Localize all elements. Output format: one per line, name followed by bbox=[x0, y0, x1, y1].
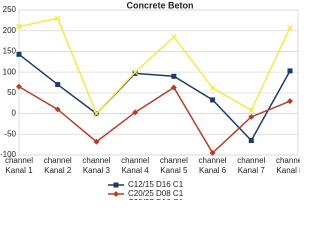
y-tick-label: -100 bbox=[0, 150, 17, 159]
chart-title: Concrete Beton bbox=[126, 0, 193, 10]
y-tick-label: 0 bbox=[12, 109, 17, 118]
x-tick-label: Kanal 7 bbox=[238, 166, 266, 175]
data-point bbox=[16, 51, 22, 57]
y-tick-label: 150 bbox=[3, 47, 17, 56]
data-point bbox=[132, 69, 139, 76]
y-tick-label: 200 bbox=[3, 26, 17, 35]
series-line bbox=[18, 53, 291, 142]
data-point bbox=[16, 83, 22, 90]
x-tick-label: channel bbox=[237, 156, 265, 165]
y-tick-label: 250 bbox=[3, 5, 17, 14]
data-point bbox=[132, 109, 139, 116]
legend-label: C30/37 D16 C1 bbox=[128, 198, 184, 200]
data-point bbox=[170, 33, 177, 40]
x-tick-label: Kanal 6 bbox=[199, 166, 227, 175]
x-tick-label: channel bbox=[44, 156, 72, 165]
x-tick-label: Kanal 2 bbox=[44, 166, 72, 175]
data-point bbox=[55, 82, 61, 88]
legend-marker bbox=[113, 191, 119, 197]
y-tick-label: 50 bbox=[7, 88, 16, 97]
data-point bbox=[171, 73, 177, 79]
x-tick-label: Kanal 4 bbox=[122, 166, 150, 175]
y-tick-label: -50 bbox=[4, 129, 16, 138]
x-tick-label: Kanal 8 bbox=[276, 166, 300, 175]
y-tick-label: 100 bbox=[3, 67, 17, 76]
data-point bbox=[132, 70, 138, 76]
data-point bbox=[248, 113, 255, 120]
plot-area bbox=[18, 9, 299, 156]
x-tick-label: channel bbox=[82, 156, 110, 165]
legend-label: C12/15 D16 C1 bbox=[128, 180, 184, 189]
data-point bbox=[54, 15, 61, 22]
data-point bbox=[287, 24, 293, 31]
legend-marker bbox=[113, 182, 119, 188]
x-tick-label: Kanal 5 bbox=[160, 166, 188, 175]
data-point bbox=[93, 138, 100, 145]
x-tick-label: Kanal 3 bbox=[83, 166, 111, 175]
chart: Concrete Beton -100 -50 0 50 100 150 200 250 cha… bbox=[0, 0, 300, 200]
data-point bbox=[209, 84, 216, 91]
x-tick-label: channel bbox=[199, 156, 227, 165]
series-line bbox=[18, 85, 291, 155]
data-point bbox=[287, 68, 293, 74]
data-point bbox=[170, 84, 177, 91]
data-point bbox=[209, 149, 216, 156]
series-line bbox=[18, 17, 291, 115]
x-tick-label: Kanal 1 bbox=[5, 166, 33, 175]
data-point bbox=[287, 98, 293, 105]
data-point bbox=[248, 107, 255, 114]
data-point bbox=[54, 106, 61, 113]
data-point bbox=[93, 110, 100, 117]
x-tick-label: channel bbox=[121, 156, 149, 165]
data-point bbox=[210, 97, 216, 103]
x-tick-label: channel bbox=[5, 156, 33, 165]
data-point bbox=[16, 23, 22, 30]
data-point bbox=[248, 138, 254, 143]
x-tick-label: channel bbox=[276, 156, 300, 165]
x-tick-label: channel bbox=[160, 156, 188, 165]
legend-label: C20/25 D08 C1 bbox=[128, 189, 184, 198]
